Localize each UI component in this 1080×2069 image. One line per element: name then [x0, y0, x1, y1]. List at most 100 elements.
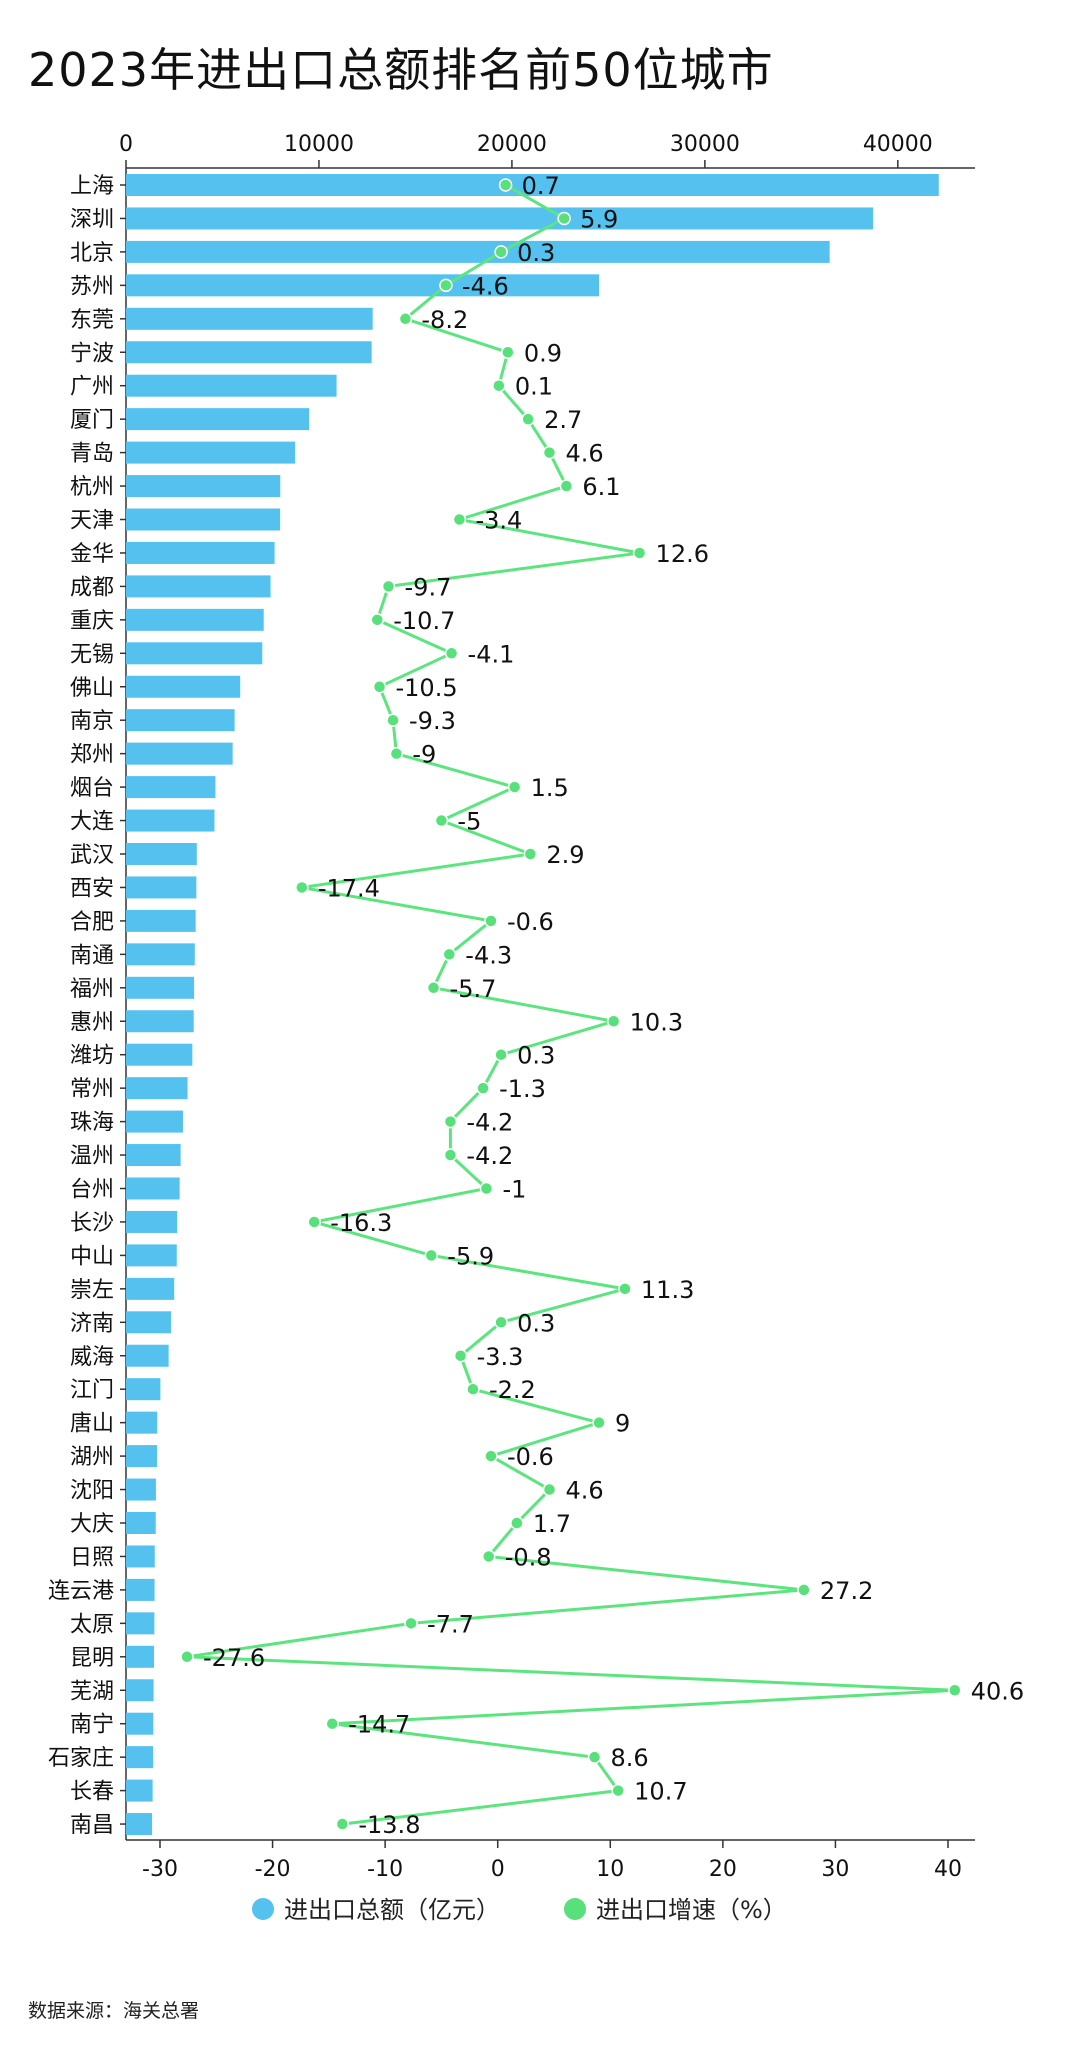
bar-无锡	[126, 642, 263, 665]
category-label: 太原	[70, 1612, 114, 1637]
growth-label-金华: 12.6	[656, 540, 709, 568]
category-label: 成都	[70, 575, 114, 600]
growth-point-金华	[632, 546, 647, 560]
category-label: 潍坊	[70, 1044, 114, 1069]
growth-point-长春	[611, 1783, 625, 1798]
bar-长沙	[126, 1210, 178, 1233]
bar-长春	[126, 1779, 153, 1802]
growth-point-深圳	[557, 211, 571, 226]
growth-label-广州: 0.1	[515, 373, 553, 401]
bottom-axis-tick-label: 40	[934, 1857, 962, 1882]
bar-广州	[126, 374, 337, 397]
growth-point-唐山	[592, 1415, 606, 1430]
bar-中山	[126, 1244, 177, 1267]
category-label: 金华	[70, 542, 114, 567]
growth-point-西安	[295, 880, 309, 895]
bar-大连	[126, 809, 215, 832]
growth-point-佛山	[372, 680, 387, 694]
growth-label-佛山: -10.5	[396, 674, 458, 702]
bottom-axis-tick-label: 30	[821, 1857, 849, 1882]
bar-重庆	[126, 608, 264, 631]
growth-point-江门	[466, 1382, 480, 1396]
growth-label-济南: 0.3	[517, 1309, 555, 1337]
category-label: 威海	[70, 1345, 114, 1370]
growth-label-台州: -1	[502, 1176, 526, 1204]
category-label: 福州	[70, 977, 114, 1002]
growth-label-威海: -3.3	[477, 1343, 524, 1371]
category-label: 芜湖	[70, 1679, 114, 1704]
growth-label-南昌: -13.8	[358, 1811, 420, 1839]
growth-label-湖州: -0.6	[507, 1443, 554, 1471]
growth-point-福州	[426, 981, 441, 995]
bar-太原	[126, 1612, 155, 1635]
growth-label-烟台: 1.5	[531, 774, 569, 802]
bar-温州	[126, 1144, 181, 1167]
category-label: 上海	[70, 174, 114, 199]
bars	[126, 174, 939, 1836]
growth-point-济南	[494, 1315, 508, 1330]
growth-label-中山: -5.9	[447, 1242, 494, 1270]
category-label: 大庆	[70, 1512, 114, 1537]
bar-苏州	[126, 274, 600, 297]
growth-label-石家庄: 8.6	[611, 1744, 649, 1772]
growth-point-芜湖	[948, 1683, 962, 1697]
growth-label-南京: -9.3	[409, 707, 456, 735]
growth-point-宁波	[501, 345, 515, 359]
category-labels: 上海深圳北京苏州东莞宁波广州厦门青岛杭州天津金华成都重庆无锡佛山南京郑州烟台大连…	[48, 174, 126, 1838]
category-label: 西安	[70, 876, 114, 901]
category-label: 石家庄	[48, 1746, 114, 1771]
growth-point-大庆	[510, 1516, 524, 1530]
bar-杭州	[126, 475, 281, 498]
growth-label-宁波: 0.9	[524, 339, 562, 367]
growth-label-郑州: -9	[412, 741, 436, 769]
growth-label-崇左: 11.3	[641, 1276, 694, 1304]
bar-金华	[126, 541, 275, 564]
growth-point-南昌	[335, 1817, 350, 1831]
bar-武汉	[126, 843, 197, 865]
growth-label-青岛: 4.6	[565, 440, 603, 468]
growth-point-苏州	[439, 278, 453, 293]
bar-上海	[126, 174, 939, 196]
growth-point-南京	[386, 713, 400, 727]
growth-label-长沙: -16.3	[330, 1209, 392, 1237]
category-label: 日照	[70, 1545, 114, 1570]
legend-label-total: 进出口总额（亿元）	[284, 1896, 500, 1924]
growth-label-重庆: -10.7	[393, 607, 455, 635]
bar-南宁	[126, 1712, 154, 1735]
category-label: 连云港	[48, 1579, 114, 1604]
bar-惠州	[126, 1010, 194, 1033]
bar-沈阳	[126, 1478, 156, 1501]
category-label: 青岛	[70, 442, 114, 467]
growth-label-厦门: 2.7	[544, 406, 582, 434]
legend: 进出口总额（亿元） 进出口增速（%）	[252, 1896, 787, 1924]
bar-西安	[126, 876, 197, 899]
bar-成都	[126, 575, 271, 598]
bar-威海	[126, 1344, 169, 1367]
bar-佛山	[126, 675, 241, 698]
growth-label-上海: 0.7	[522, 172, 560, 200]
growth-label-长春: 10.7	[634, 1778, 687, 1806]
growth-point-无锡	[444, 646, 459, 661]
category-label: 大连	[70, 810, 114, 835]
bar-南通	[126, 943, 195, 966]
growth-point-沈阳	[542, 1482, 557, 1497]
growth-point-重庆	[370, 613, 385, 627]
growth-point-南宁	[325, 1716, 339, 1731]
category-label: 重庆	[70, 609, 114, 634]
bar-北京	[126, 240, 830, 263]
growth-point-潍坊	[494, 1047, 508, 1062]
growth-point-郑州	[389, 746, 404, 761]
growth-point-上海	[498, 178, 513, 192]
category-label: 北京	[70, 241, 114, 266]
bar-深圳	[126, 207, 874, 230]
bar-崇左	[126, 1277, 175, 1300]
top-axis-tick-label: 40000	[863, 132, 933, 157]
growth-label-武汉: 2.9	[546, 841, 584, 869]
growth-point-青岛	[542, 445, 557, 460]
category-label: 合肥	[70, 910, 114, 935]
category-label: 温州	[70, 1144, 114, 1169]
growth-label-福州: -5.7	[450, 975, 497, 1003]
growth-point-威海	[453, 1349, 468, 1363]
growth-label-大连: -5	[457, 808, 481, 836]
bar-台州	[126, 1177, 180, 1200]
